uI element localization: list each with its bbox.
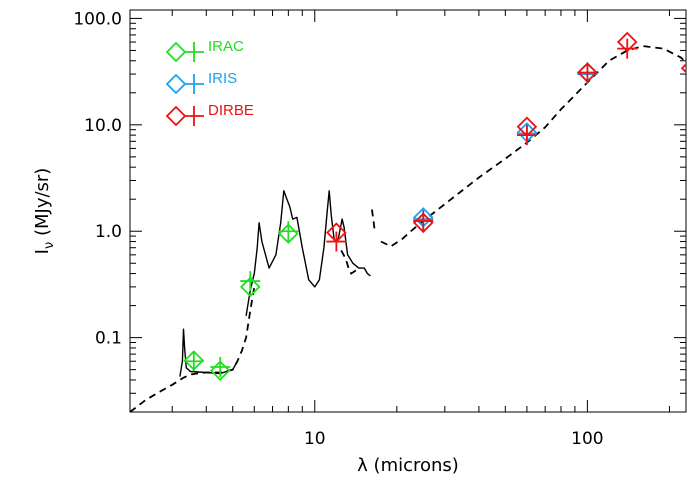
- y-axis-label: Iν (MJy/sr): [32, 168, 57, 255]
- legend-iris-diamond: [165, 73, 187, 95]
- y-tick-label: 0.1: [95, 329, 122, 349]
- axis-ticks: 0.1 1.0 10.0 100.0 10 100: [73, 9, 686, 449]
- dirbe-cross-point: [413, 210, 434, 231]
- dirbe-cross-point: [326, 231, 347, 252]
- dirbe-cross-point: [516, 125, 537, 146]
- legend-irac-diamond: [165, 41, 187, 63]
- legend-iris-cross: [184, 74, 204, 94]
- model-solid-line: [245, 190, 371, 317]
- y-tick-label: 10.0: [84, 116, 122, 136]
- dirbe-cross-point: [577, 62, 598, 83]
- plot-frame: [129, 9, 687, 413]
- x-tick-label: 100: [571, 429, 603, 449]
- irac-cross-point: [278, 221, 299, 242]
- y-axis-label-main: I: [32, 249, 53, 254]
- legend-iris-label: IRIS: [208, 70, 237, 87]
- model-solid-line: [179, 328, 239, 377]
- dirbe-cross-point: [617, 38, 638, 59]
- y-tick-label: 1.0: [95, 222, 122, 242]
- model-dashed-line: [340, 249, 360, 275]
- irac-cross-point: [183, 351, 204, 372]
- irac-cross-point: [240, 271, 261, 292]
- legend-dirbe-cross: [184, 106, 204, 126]
- dirbe-diamond-point: [412, 212, 434, 234]
- dirbe-diamond-point: [680, 63, 686, 74]
- legend-irac-cross: [184, 42, 204, 62]
- y-axis-label-subscript: ν: [42, 242, 57, 249]
- model-dashed-line: [371, 209, 376, 232]
- legend: IRAC IRIS DIRBE: [165, 38, 254, 127]
- y-tick-label: 100.0: [73, 9, 122, 29]
- model-dashed-line: [130, 286, 256, 412]
- irac-cross-point: [210, 356, 231, 377]
- x-tick-label: 10: [304, 429, 326, 449]
- data-points: [183, 31, 686, 381]
- legend-dirbe-label: DIRBE: [208, 102, 254, 119]
- y-axis-label-unit: (MJy/sr): [32, 168, 53, 242]
- legend-irac-label: IRAC: [208, 38, 244, 55]
- model-curve: [130, 45, 686, 412]
- x-axis-label: λ (microns): [357, 455, 459, 476]
- irac-diamond-point: [240, 276, 261, 298]
- legend-dirbe-diamond: [165, 105, 187, 127]
